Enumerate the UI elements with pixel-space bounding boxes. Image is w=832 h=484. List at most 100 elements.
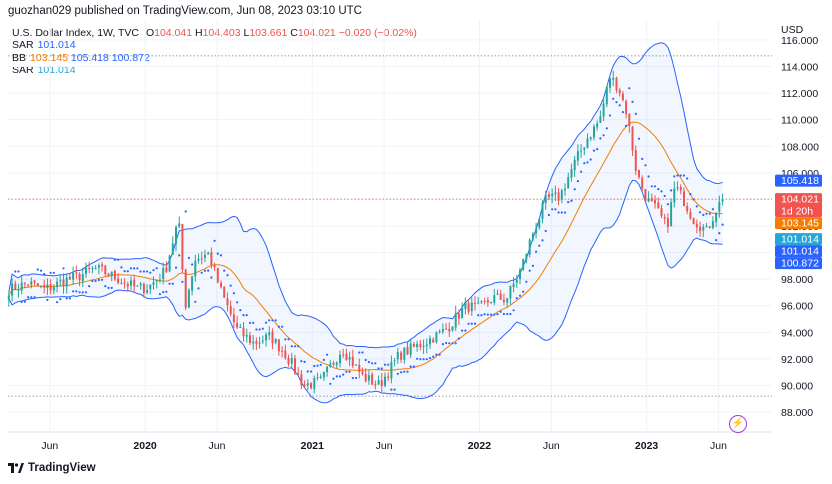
- sar-dot: [104, 285, 107, 288]
- sar-dot: [162, 291, 165, 294]
- sar-dot: [400, 371, 403, 374]
- candle-body: [30, 281, 33, 285]
- y-tick-label: 112.000: [781, 88, 818, 100]
- sar-dot: [107, 286, 110, 289]
- candle-body: [618, 89, 621, 94]
- candle-body: [11, 283, 14, 296]
- sar-dot: [383, 363, 387, 366]
- candle-body: [194, 260, 197, 277]
- candle-body: [715, 212, 718, 223]
- candle-body: [583, 147, 586, 150]
- y-tick-label: 98.000: [781, 274, 813, 286]
- sar-dot: [313, 364, 316, 368]
- sar-dot: [470, 322, 473, 325]
- sar-dot: [123, 270, 126, 273]
- sar-dot: [586, 161, 589, 164]
- sar-dot: [239, 309, 242, 312]
- candle-body: [187, 289, 190, 308]
- sar-dot: [445, 341, 448, 345]
- candle-body: [509, 286, 512, 299]
- candle-body: [657, 202, 660, 208]
- candle-body: [46, 284, 49, 289]
- sar-dot: [65, 297, 68, 300]
- candle-body: [104, 265, 107, 275]
- candle-body: [531, 233, 534, 240]
- candle-body: [287, 358, 290, 364]
- sar-dot: [101, 278, 104, 281]
- legend-close-label: C: [290, 27, 298, 39]
- legend-open: 104.041: [154, 27, 193, 39]
- sar-dot: [46, 298, 49, 301]
- bb-upper-line: [8, 42, 723, 349]
- sar-dot: [705, 212, 708, 215]
- candle-body: [319, 376, 322, 378]
- candle-body: [107, 273, 110, 276]
- sar-dot: [612, 97, 615, 100]
- sar-dot: [23, 300, 26, 303]
- candle-body: [612, 77, 615, 80]
- sar-dot: [39, 269, 43, 272]
- price-badge-label: 104.021: [781, 194, 819, 206]
- sar-dot: [364, 358, 367, 362]
- sar-dot: [178, 254, 181, 257]
- price-badge-label: 105.418: [781, 175, 819, 187]
- candle-body: [72, 273, 75, 280]
- sar-dot: [535, 250, 538, 253]
- sar-dot: [245, 314, 248, 317]
- legend-low-label: L: [243, 27, 250, 39]
- candle-body: [249, 335, 251, 343]
- legend-bb-mid: 103.145: [30, 51, 68, 64]
- sar-dot: [142, 270, 145, 273]
- candle-body: [396, 351, 399, 360]
- sar-dot: [692, 198, 695, 201]
- bb-fill: [8, 42, 723, 403]
- candle-body: [599, 116, 602, 123]
- lightning-icon[interactable]: ⚡: [729, 415, 747, 433]
- legend-sar2-label: SAR: [12, 64, 34, 77]
- candle-body: [146, 290, 149, 293]
- sar-dot: [576, 180, 580, 183]
- candle-body: [483, 301, 486, 302]
- sar-dot: [155, 267, 158, 270]
- candle-body: [322, 371, 325, 378]
- y-tick-label: 96.000: [781, 301, 813, 313]
- sar-dot: [300, 360, 303, 363]
- price-badge: [775, 174, 822, 187]
- tradingview-brand: TradingView: [28, 462, 96, 474]
- candle-body: [551, 193, 554, 197]
- candle-body: [23, 283, 26, 285]
- candle-body: [91, 268, 94, 269]
- candle-body: [207, 252, 210, 255]
- candle-body: [110, 271, 113, 277]
- sar-dot: [223, 269, 226, 272]
- candle-body: [316, 377, 319, 379]
- candle-body: [191, 276, 194, 291]
- candle-body: [493, 295, 496, 303]
- sar-dot: [319, 363, 322, 366]
- candle-body: [271, 331, 274, 344]
- candle-body: [313, 378, 316, 389]
- legend-close: 104.021: [297, 27, 336, 39]
- sar-dot: [637, 137, 641, 140]
- x-tick-label: Jun: [209, 440, 226, 452]
- candle-body: [184, 269, 187, 308]
- legend-sar1-value: 101.014: [37, 39, 76, 52]
- sar-dot: [97, 278, 100, 282]
- candle-body: [512, 283, 515, 288]
- candle-body: [567, 177, 570, 189]
- x-tick-label: 2023: [635, 440, 659, 452]
- candle-body: [593, 126, 595, 138]
- sar-dot: [252, 321, 255, 324]
- sar-dot: [117, 258, 120, 261]
- legend-high-label: H: [195, 27, 203, 39]
- sar-dot: [158, 293, 161, 296]
- candle-body: [223, 286, 226, 298]
- sar-dot: [631, 100, 634, 103]
- sar-dot: [531, 264, 535, 267]
- sar-dot: [332, 377, 335, 380]
- candle-body: [457, 313, 460, 319]
- sar-dot: [518, 294, 522, 297]
- candle-body: [120, 283, 123, 285]
- candle-body: [335, 362, 338, 366]
